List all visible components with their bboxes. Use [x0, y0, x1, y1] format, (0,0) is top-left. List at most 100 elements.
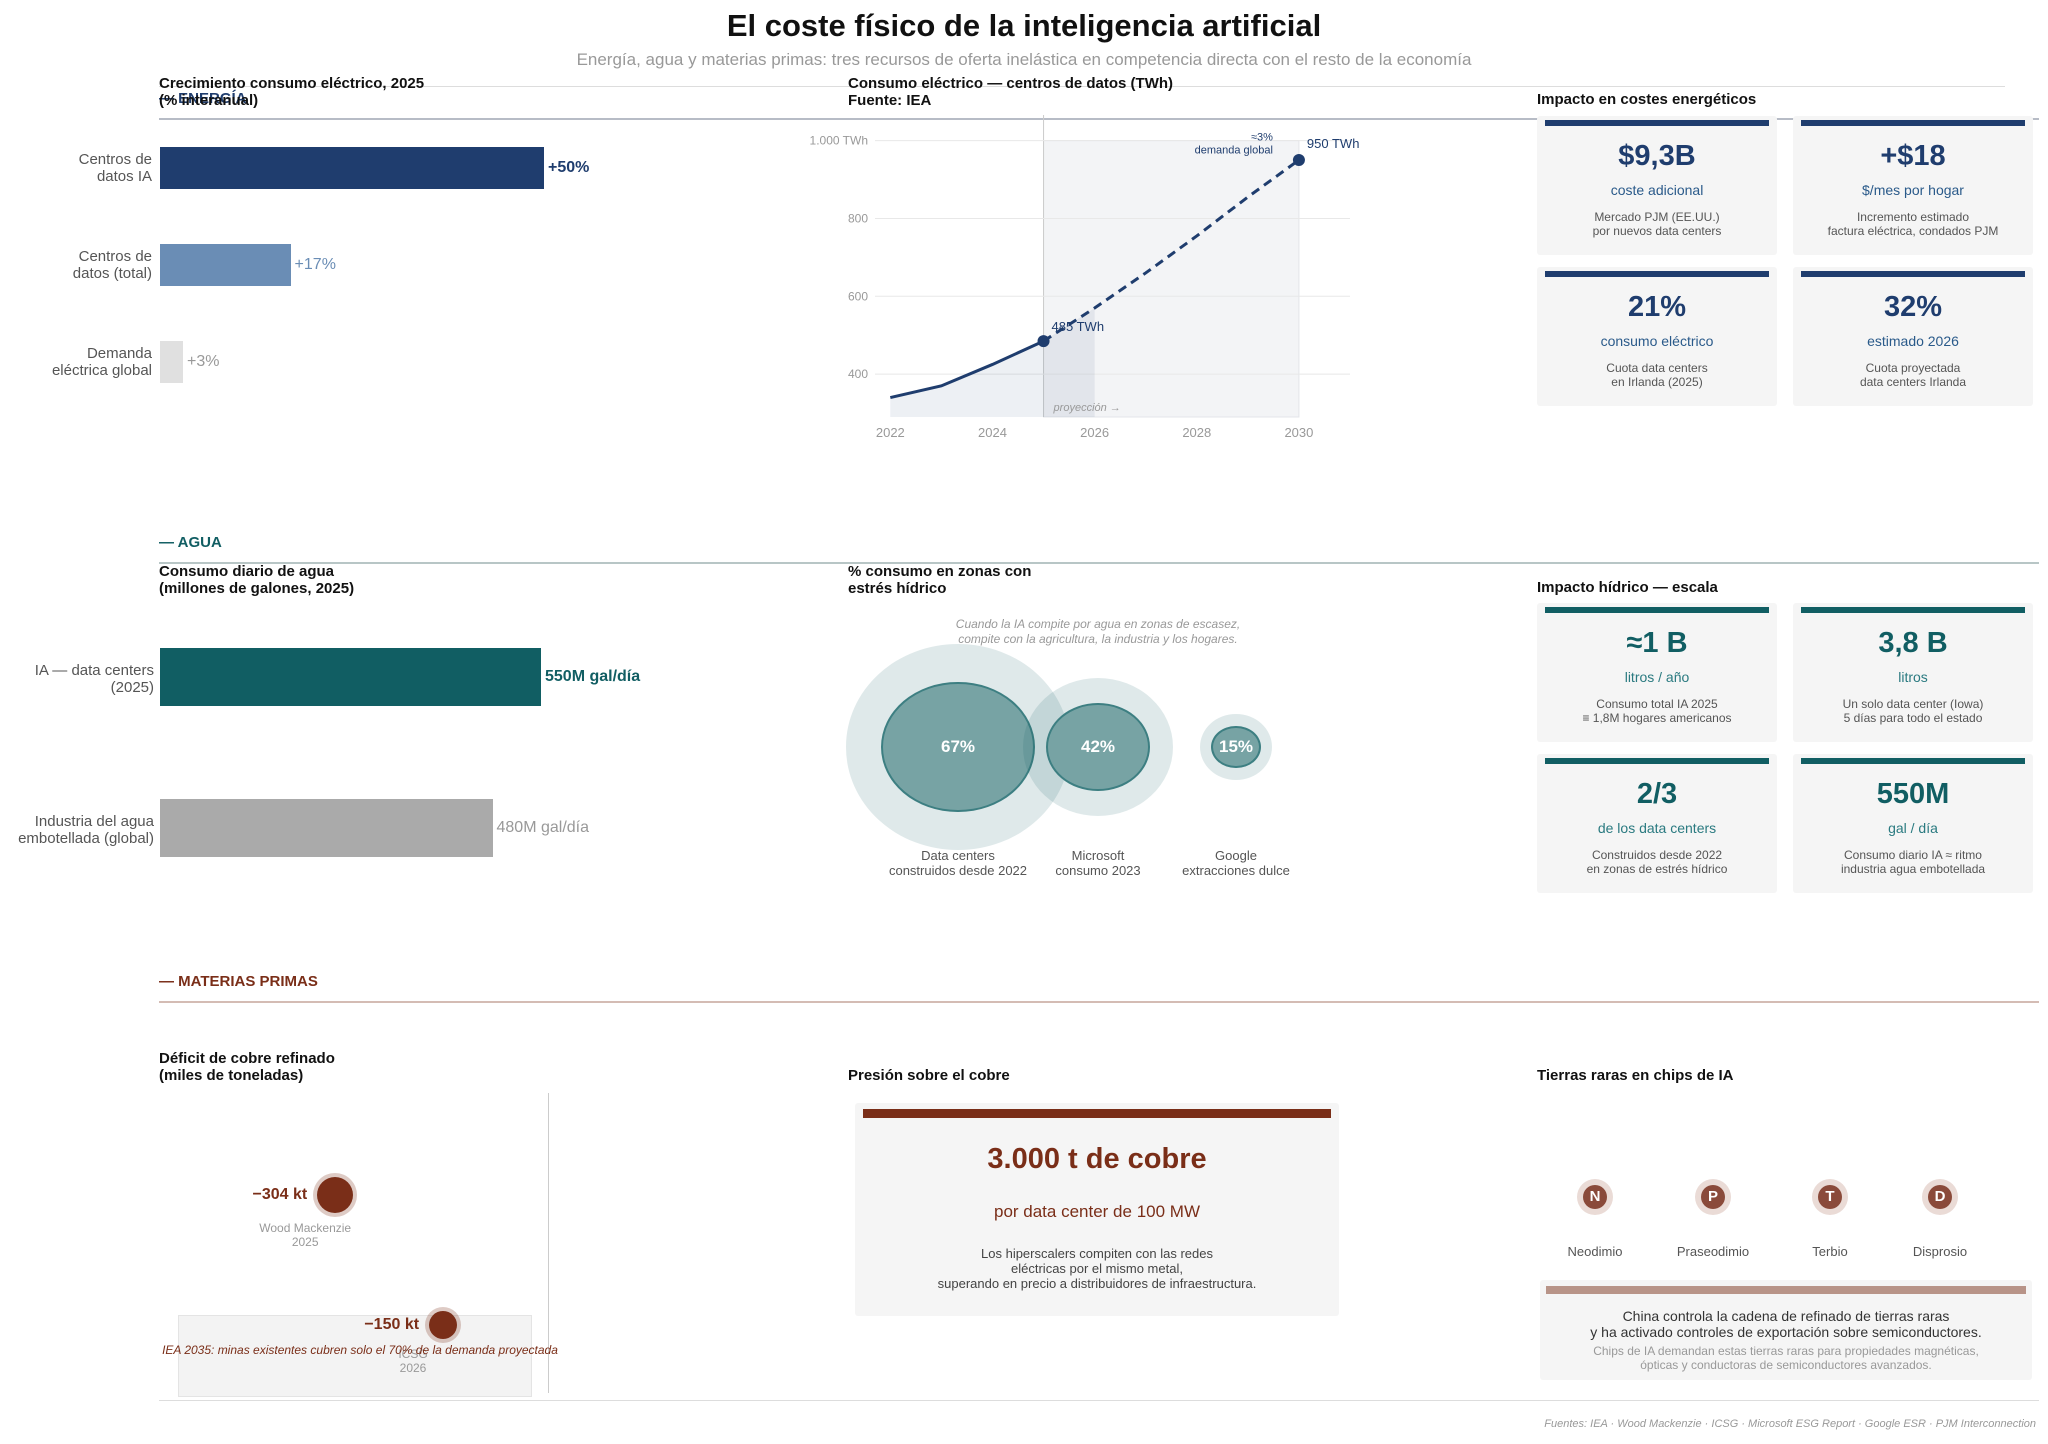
bar-label: Centros de datos (total) [72, 248, 152, 282]
water-impact-cards: ≈1 B litros / año Consumo total IA 2025 ≡ … [1537, 603, 2037, 893]
bubble-category-label: Google extracciones dulce [1182, 848, 1290, 878]
bubble-value-label: 67% [940, 737, 976, 756]
share-annotation: ≈3% [1251, 132, 1273, 144]
impact-card-value: 2/3 [1636, 778, 1678, 810]
impact-card-topbar [1801, 271, 2025, 277]
impact-card: $9,3B coste adicional Mercado PJM (EE.UU.)… [1537, 116, 1777, 255]
bar [160, 341, 184, 383]
x-tick-label: 2030 [1284, 425, 1313, 440]
section-divider-water [159, 562, 2039, 564]
element-name: Neodimio [1567, 1244, 1623, 1259]
impact-card-desc: Mercado PJM (EE.UU.) por nuevos data cen… [1592, 210, 1722, 238]
note-box [178, 1315, 532, 1397]
x-tick-label: 2026 [1080, 425, 1109, 440]
rare-earths-box: China controla la cadena de refinado de … [1540, 1280, 2032, 1380]
page-title: El coste físico de la inteligencia artif… [726, 8, 1322, 43]
impact-card-unit: $/mes por hogar [1862, 182, 1964, 198]
impact-card-desc: Incremento estimado factura eléctrica, c… [1827, 210, 1999, 238]
impact-card-value: +$18 [1880, 140, 1946, 172]
stress-note: Cuando la IA compite por agua en zonas d… [955, 617, 1241, 646]
point-2030 [1292, 154, 1305, 167]
copper-deficit-chart: −304 kt Wood Mackenzie 2025 −150 kt ICSG 20… [120, 1085, 600, 1397]
impact-card: 32% estimado 2026 Cuota proyectada data ce… [1793, 267, 2033, 406]
footer-divider [159, 1400, 2039, 1401]
deficit-value-label: −304 kt [252, 1186, 308, 1203]
bar-value-label: 550M gal/día [545, 668, 641, 685]
sources-footer: Fuentes: IEA · Wood Mackenzie · ICSG · M… [1544, 1418, 2036, 1430]
stress-chart-title: % consumo en zonas con estrés hídrico [848, 563, 1032, 597]
impact-card: 2/3 de los data centers Construidos desde … [1537, 754, 1777, 893]
rare-earths-box-topbar [1546, 1286, 2026, 1294]
element-symbol: P [1701, 1185, 1725, 1209]
rare-earth-elements: N Neodimio P Praseodimio T Terbio D Disprosio [1537, 1175, 2037, 1265]
element-symbol: T [1818, 1185, 1842, 1209]
impact-card: 21% consumo eléctrico Cuota data centers e… [1537, 267, 1777, 406]
impact-card: 3,8 B litros Un solo data center (Iowa) 5 … [1793, 603, 2033, 742]
impact-card: 550M gal / día Consumo diario IA ≈ ritmo i… [1793, 754, 2033, 893]
projection-region [1043, 140, 1300, 418]
rare-earths-sub-text: Chips de IA demandan estas tierras raras… [1593, 1344, 1979, 1372]
deficit-source-label: ICSG 2026 [398, 1346, 428, 1375]
copper-big-value: 3.000 t de cobre [987, 1143, 1207, 1175]
impact-card-desc: Consumo diario IA ≈ ritmo industria agua… [1840, 848, 1986, 876]
copper-pressure-card: 3.000 t de cobre por data center de 100 … [855, 1103, 1339, 1316]
impact-card-unit: litros / año [1624, 669, 1690, 685]
bar [160, 244, 291, 286]
share-annotation: demanda global [1195, 145, 1273, 157]
copper-deficit-title: Déficit de cobre refinado (miles de tone… [159, 1050, 335, 1084]
y-tick-label: 600 [848, 289, 868, 303]
bubble [1046, 702, 1150, 792]
energy-impact-title: Impacto en costes energéticos [1537, 91, 1757, 108]
copper-note: IEA 2035: minas existentes cubren solo e… [162, 1343, 558, 1357]
impact-card-unit: litros [1898, 669, 1928, 685]
growth-bar-chart: Centros de datos IA +50% Centros de datos … [0, 130, 760, 410]
point-2025 [1037, 335, 1050, 348]
projected-series-line [1042, 158, 1300, 343]
impact-card: +$18 $/mes por hogar Incremento estimado f… [1793, 116, 2033, 255]
bar-label: Centros de datos IA [78, 151, 152, 185]
element-symbol: D [1928, 1185, 1952, 1209]
y-tick-label: 400 [848, 367, 868, 381]
impact-card-desc: Construidos desde 2022 en zonas de estré… [1586, 848, 1728, 876]
bubble-value-label: 15% [1218, 737, 1254, 756]
impact-card-unit: de los data centers [1597, 820, 1717, 836]
impact-card-value: 550M [1876, 778, 1950, 810]
impact-card-value: ≈1 B [1626, 627, 1688, 659]
section-divider-energy [159, 118, 2039, 120]
element-name: Terbio [1812, 1244, 1848, 1259]
actual-series-line [889, 339, 1045, 399]
bubble [1211, 725, 1261, 769]
impact-card-value: 3,8 B [1878, 627, 1948, 659]
growth-chart-title: Crecimiento consumo eléctrico, 2025 (% i… [159, 75, 425, 109]
bar-value-label: +3% [187, 353, 220, 370]
impact-card-desc: Cuota data centers en Irlanda (2025) [1606, 361, 1708, 389]
impact-card-unit: consumo eléctrico [1600, 333, 1714, 349]
actual-area [890, 307, 1095, 417]
deficit-source-label: Wood Mackenzie 2025 [259, 1221, 352, 1249]
zero-axis [548, 1093, 549, 1393]
bar-value-label: 480M gal/día [496, 819, 590, 836]
point-2025-label: 485 TWh [1052, 319, 1105, 334]
section-divider-materials [159, 1001, 2039, 1003]
water-impact-title: Impacto hídrico — escala [1537, 579, 1718, 596]
copper-card-topbar [863, 1109, 1331, 1118]
bar-label: Industria del agua embotellada (global) [18, 813, 154, 847]
impact-card-topbar [1801, 120, 2025, 126]
impact-card-topbar [1545, 607, 1769, 613]
water-chart-title: Consumo diario de agua (millones de galo… [159, 563, 355, 597]
rare-earths-title: Tierras raras en chips de IA [1537, 1067, 1734, 1084]
water-stress-bubble-chart: 67% Data centers construidos desde 2022 42… [846, 644, 1348, 895]
projection-label: proyección → [1053, 402, 1121, 414]
bubble-category-label: Microsoft consumo 2023 [1055, 848, 1141, 878]
bar [160, 147, 544, 189]
section-top-divider-energy [159, 86, 2005, 87]
impact-card-value: $9,3B [1618, 140, 1696, 172]
electricity-line-chart: 400 600 800 1.000 TWh 2022 2024 2026 2028 2030 48… [810, 115, 1359, 440]
bubble [881, 681, 1035, 813]
bubble-value-label: 42% [1080, 737, 1116, 756]
copper-unit: por data center de 100 MW [993, 1202, 1200, 1221]
element-name: Disprosio [1912, 1244, 1968, 1259]
x-tick-label: 2028 [1182, 425, 1211, 440]
copper-desc: Los hiperscalers compiten con las redes … [937, 1246, 1257, 1291]
bar-label: Demanda eléctrica global [51, 345, 152, 379]
